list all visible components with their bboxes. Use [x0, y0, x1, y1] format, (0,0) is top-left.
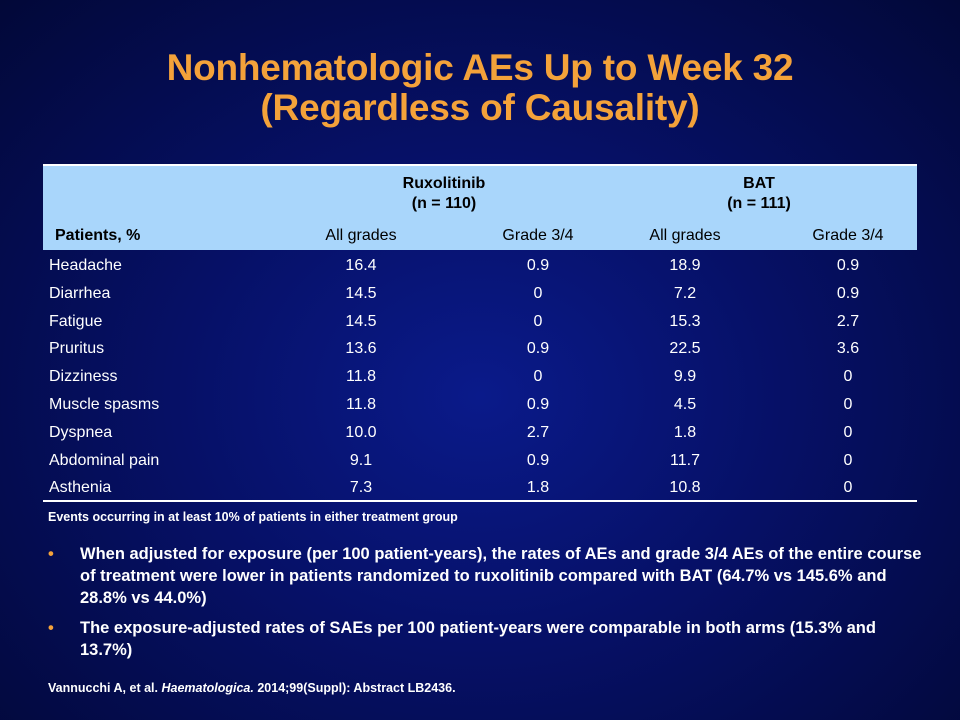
table-cell: 7.2 — [673, 284, 697, 302]
table-row: Dyspnea 10.0 2.7 1.8 0 — [43, 419, 917, 447]
column-header-bat-grade34: Grade 3/4 — [812, 227, 884, 244]
table-cell: 0 — [533, 284, 543, 302]
table-cell: 10.0 — [345, 423, 377, 441]
table-row: Diarrhea 14.5 0 7.2 0.9 — [43, 280, 917, 308]
group-n: (n = 111) — [727, 195, 791, 212]
table-cell: 0 — [843, 451, 853, 469]
table-cell: 22.5 — [669, 340, 701, 358]
table-cell: 0 — [533, 312, 543, 330]
table-row: Fatigue 14.5 0 15.3 2.7 — [43, 308, 917, 336]
row-label: Dyspnea — [49, 423, 113, 441]
ae-table: Ruxolitinib (n = 110) BAT (n = 111) Pati… — [43, 164, 917, 502]
table-cell: 10.8 — [669, 479, 701, 497]
column-header-rux-all: All grades — [325, 227, 397, 244]
table-cell: 0.9 — [836, 257, 860, 274]
table-header: Ruxolitinib (n = 110) BAT (n = 111) Pati… — [43, 164, 917, 250]
table-row: Pruritus 13.6 0.9 22.5 3.6 — [43, 335, 917, 363]
table-cell: 0 — [843, 368, 853, 386]
bullet-marker: • — [48, 619, 54, 637]
table-cell: 0 — [843, 396, 853, 413]
table-cell: 1.8 — [673, 423, 697, 441]
table-cell: 0 — [843, 423, 853, 441]
row-label: Dizziness — [49, 368, 118, 386]
table-cell: 11.8 — [346, 396, 376, 413]
table-cell: 0 — [533, 368, 543, 386]
row-label: Headache — [49, 257, 122, 274]
bullet-list: • When adjusted for exposure (per 100 pa… — [48, 543, 928, 669]
table-cell: 0.9 — [836, 284, 860, 302]
table-row: Abdominal pain 9.1 0.9 11.7 0 — [43, 447, 917, 475]
group-name: BAT — [743, 175, 775, 192]
reference-authors: Vannucchi A, et al. — [48, 681, 162, 695]
group-header-ruxolitinib: Ruxolitinib (n = 110) — [279, 174, 609, 214]
table-cell: 11.8 — [346, 368, 376, 386]
table-cell: 1.8 — [526, 479, 550, 497]
table-cell: 14.5 — [345, 284, 377, 302]
table-footnote: Events occurring in at least 10% of pati… — [48, 510, 458, 524]
table-cell: 9.1 — [349, 451, 373, 469]
table-cell: 0.9 — [526, 257, 550, 274]
table-cell: 18.9 — [669, 257, 701, 274]
table-cell: 4.5 — [673, 396, 697, 413]
table-row: Headache 16.4 0.9 18.9 0.9 — [43, 252, 917, 280]
table-cell: 2.7 — [526, 423, 550, 441]
bullet-item: • The exposure-adjusted rates of SAEs pe… — [48, 617, 928, 661]
table-row: Asthenia 7.3 1.8 10.8 0 — [43, 474, 917, 502]
table-cell: 9.9 — [673, 368, 697, 386]
table-cell: 11.7 — [670, 451, 700, 469]
column-header-bat-all: All grades — [649, 227, 721, 244]
table-cell: 7.3 — [349, 479, 373, 497]
bullet-marker: • — [48, 545, 54, 563]
table-cell: 0 — [843, 479, 853, 497]
table-body: Headache 16.4 0.9 18.9 0.9 Diarrhea 14.5 0 7.2 0.… — [43, 250, 917, 502]
row-label: Fatigue — [49, 312, 103, 330]
row-label: Abdominal pain — [49, 451, 160, 469]
reference: Vannucchi A, et al. Haematologica. 2014;… — [48, 681, 456, 695]
table-cell: 16.4 — [345, 257, 377, 274]
table-row: Dizziness 11.8 0 9.9 0 — [43, 363, 917, 391]
row-label: Asthenia — [49, 479, 112, 497]
table-cell: 0.9 — [526, 451, 550, 469]
table-cell: 15.3 — [669, 312, 701, 330]
title-line-2: (Regardless of Causality) — [260, 87, 700, 128]
table-row: Muscle spasms 11.8 0.9 4.5 0 — [43, 391, 917, 419]
slide-title: Nonhematologic AEs Up to Week 32 (Regard… — [0, 48, 960, 128]
bullet-text: The exposure-adjusted rates of SAEs per … — [80, 619, 876, 659]
group-n: (n = 110) — [411, 195, 477, 212]
column-header-patients: Patients, % — [55, 227, 141, 244]
column-header-rux-grade34: Grade 3/4 — [502, 227, 574, 244]
table-cell: 14.5 — [345, 312, 377, 330]
title-line-1: Nonhematologic AEs Up to Week 32 — [166, 47, 794, 88]
bullet-text: When adjusted for exposure (per 100 pati… — [80, 545, 922, 607]
group-name: Ruxolitinib — [402, 175, 486, 192]
table-cell: 2.7 — [836, 312, 860, 330]
reference-citation: 2014;99(Suppl): Abstract LB2436. — [253, 681, 456, 695]
table-cell: 13.6 — [345, 340, 377, 358]
row-label: Muscle spasms — [49, 396, 160, 413]
reference-journal: Haematologica. — [161, 681, 254, 695]
table-cell: 3.6 — [836, 340, 860, 358]
row-label: Pruritus — [49, 340, 105, 358]
row-label: Diarrhea — [49, 284, 111, 302]
table-cell: 0.9 — [526, 396, 550, 413]
bullet-item: • When adjusted for exposure (per 100 pa… — [48, 543, 928, 609]
table-cell: 0.9 — [526, 340, 550, 358]
group-header-bat: BAT (n = 111) — [599, 174, 919, 214]
